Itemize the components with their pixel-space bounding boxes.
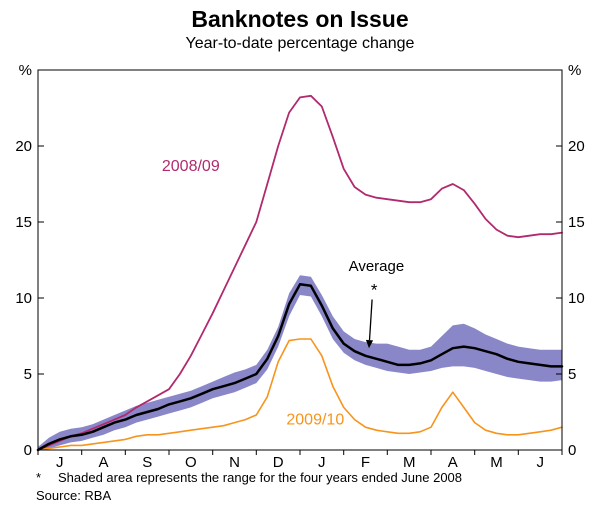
series-line-2008-09	[37, 94, 563, 451]
x-month-label: A	[448, 454, 458, 471]
y-tick-label-left: 20	[15, 138, 32, 155]
series-line-2009-10	[37, 338, 563, 451]
x-month-label: D	[273, 454, 284, 471]
chart-footnote: * Shaded area represents the range for th…	[36, 470, 576, 485]
chart-title: Banknotes on Issue	[191, 6, 409, 32]
chart-source: Source: RBA	[36, 488, 112, 503]
y-tick-label-left: 0	[24, 442, 32, 459]
x-month-label: M	[490, 454, 503, 471]
y-unit-label-right: %	[568, 62, 581, 79]
axis-box	[37, 69, 563, 451]
x-month-label: F	[361, 454, 370, 471]
x-month-label: O	[185, 454, 197, 471]
x-month-label: J	[536, 454, 544, 471]
y-tick-label-right: 20	[568, 138, 585, 155]
x-month-label: S	[142, 454, 152, 471]
annotation-average-text: Average	[349, 258, 405, 275]
range-band-area	[38, 275, 562, 450]
y-unit-label-left: %	[19, 62, 32, 79]
series-label-2009-10: 2009/10	[286, 412, 344, 429]
footnote-text: Shaded area represents the range for the…	[58, 470, 463, 485]
y-tick-label-right: 10	[568, 290, 585, 307]
y-tick-label-right: 5	[568, 366, 576, 383]
y-tick-label-left: 10	[15, 290, 32, 307]
y-tick-label-right: 15	[568, 214, 585, 231]
y-tick-label-right: 0	[568, 442, 576, 459]
series-label-2008-09: 2008/09	[162, 158, 220, 175]
series-line-average	[36, 283, 564, 452]
x-month-label: J	[56, 454, 64, 471]
annotation-arrow-shaft	[368, 299, 373, 341]
chart-subtitle: Year-to-date percentage change	[185, 35, 415, 52]
y-tick-label-left: 15	[15, 214, 32, 231]
x-month-label: J	[318, 454, 326, 471]
x-month-label: A	[98, 454, 108, 471]
annotation-asterisk: *	[371, 281, 378, 300]
footnote-asterisk: *	[36, 470, 42, 485]
x-month-label: N	[229, 454, 240, 471]
y-tick-label-left: 5	[24, 366, 32, 383]
x-month-label: M	[403, 454, 416, 471]
annotation-arrow-head	[365, 339, 374, 349]
